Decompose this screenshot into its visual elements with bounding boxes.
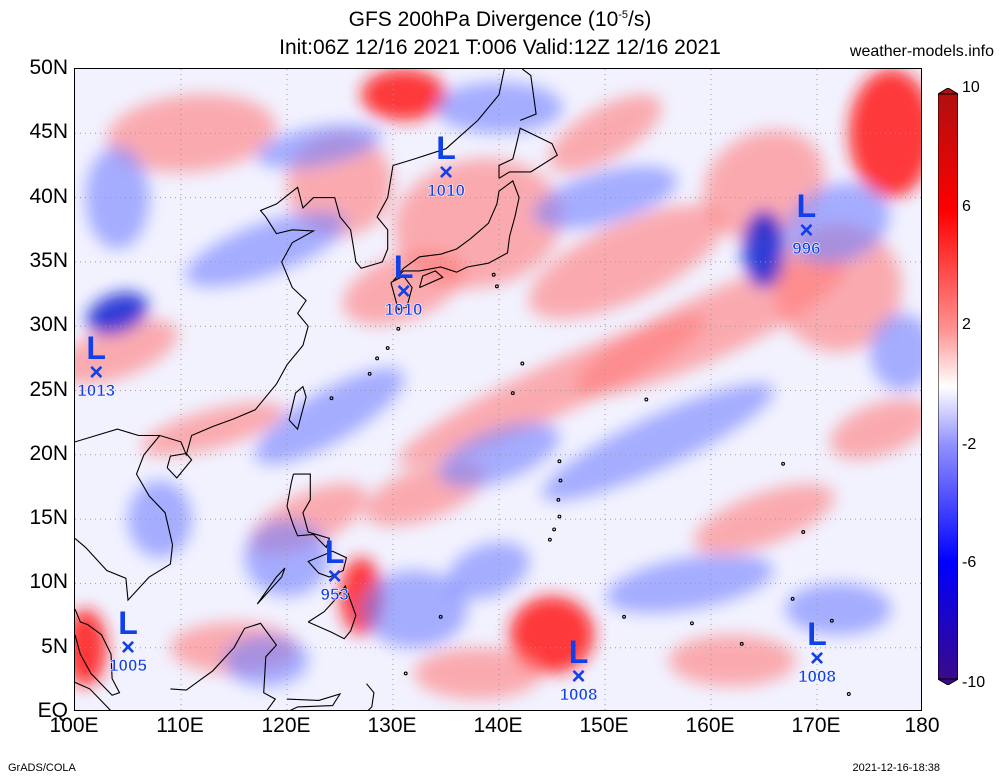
lat-label: 15N: [29, 506, 68, 530]
lon-label: 130E: [367, 714, 417, 737]
low-pressure-center: L × 1010: [406, 132, 486, 200]
low-letter: L: [393, 248, 414, 285]
lat-label: 30N: [29, 313, 68, 337]
lat-label: 25N: [29, 377, 68, 401]
low-center-marker: ×: [438, 159, 453, 187]
lon-label: 180: [904, 714, 940, 737]
low-letter: L: [436, 130, 456, 167]
low-letter: L: [86, 329, 106, 366]
low-letter: L: [796, 188, 817, 225]
low-pressure-center: L × 953: [295, 536, 375, 604]
low-pressure-center: L × 1008: [539, 636, 619, 704]
footer-right: 2021-12-16-18:38: [852, 762, 940, 774]
low-center-marker: ×: [120, 633, 135, 661]
colorbar-label: -6: [962, 554, 977, 571]
low-pressure-center: L × 996: [766, 190, 846, 258]
low-center-marker: ×: [396, 277, 411, 305]
colorbar: [938, 88, 958, 685]
lat-label: 5N: [41, 634, 68, 658]
lat-label: 40N: [29, 184, 68, 208]
low-center-marker: ×: [799, 217, 814, 245]
low-center-marker: ×: [571, 663, 586, 691]
lon-label: 120E: [261, 714, 311, 737]
colorbar-label: 10: [962, 79, 980, 96]
low-letter: L: [568, 634, 589, 671]
low-center-marker: ×: [809, 645, 824, 673]
lat-label: 35N: [29, 248, 68, 272]
colorbar-label: 2: [962, 316, 971, 333]
map-field: [75, 69, 921, 710]
colorbar-label: 6: [962, 198, 971, 215]
low-letter: L: [807, 616, 827, 653]
low-pressure-center: L × 1013: [75, 329, 136, 400]
low-pressure-value: 1010: [384, 299, 423, 319]
lon-label: 100E: [49, 714, 99, 737]
footer-left: GrADS/COLA: [8, 762, 76, 774]
low-pressure-value: 1005: [109, 655, 147, 675]
low-center-marker: ×: [327, 563, 342, 591]
lat-label: 10N: [29, 570, 68, 594]
lat-label: 45N: [29, 120, 68, 144]
low-pressure-value: 1013: [77, 380, 116, 400]
lon-label: 170E: [791, 714, 841, 737]
lat-label: 50N: [29, 56, 68, 79]
low-center-marker: ×: [89, 358, 104, 386]
low-pressure-value: 996: [792, 239, 821, 259]
colorbar-label: -10: [962, 674, 986, 691]
low-pressure-value: 953: [320, 585, 349, 605]
lon-label: 160E: [685, 714, 735, 737]
low-letter: L: [324, 534, 345, 571]
chart-title: GFS 200hPa Divergence (10-5/s): [348, 8, 652, 31]
low-letter: L: [118, 604, 138, 641]
low-pressure-value: 1010: [427, 181, 465, 201]
lon-label: 110E: [156, 714, 204, 737]
divergence-map: L × 1010 L × 996 L × 1010 L × 1013 L × 953 L × 1005 L × 1008…: [74, 68, 922, 711]
site-label: weather-models.info: [849, 43, 994, 60]
lat-label: EQ: [37, 699, 68, 722]
colorbar-label: -2: [962, 436, 977, 453]
lon-label: 140E: [473, 714, 523, 737]
chart-subtitle: Init:06Z 12/16 2021 T:006 Valid:12Z 12/1…: [279, 36, 721, 59]
low-pressure-value: 1008: [559, 685, 598, 705]
lat-label: 20N: [29, 441, 68, 465]
low-pressure-center: L × 1008: [777, 618, 857, 686]
low-pressure-center: L × 1010: [364, 251, 444, 319]
low-pressure-center: L × 1005: [88, 607, 168, 675]
low-pressure-value: 1008: [798, 667, 836, 687]
lon-label: 150E: [579, 714, 629, 737]
